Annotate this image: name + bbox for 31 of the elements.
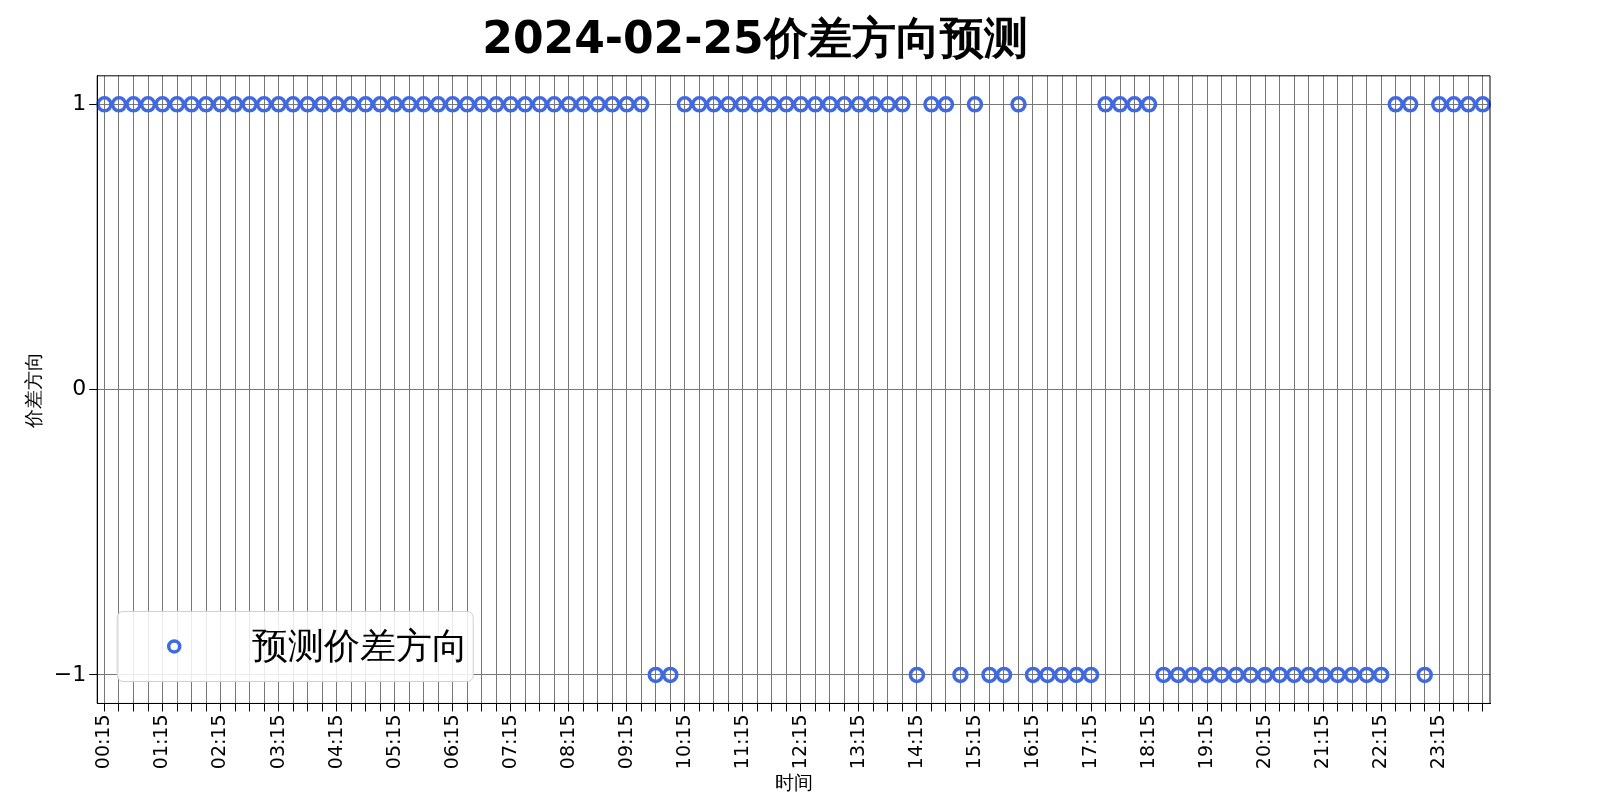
x-tick-label: 01:15 bbox=[149, 714, 172, 770]
x-tick-label: 18:15 bbox=[1136, 714, 1158, 770]
x-tick-label: 00:15 bbox=[91, 714, 114, 770]
x-tick-label: 04:15 bbox=[323, 714, 346, 770]
x-tick-label: 06:15 bbox=[439, 714, 462, 770]
y-axis-title: 价差方向 bbox=[22, 351, 45, 429]
x-tick-label: 08:15 bbox=[555, 714, 578, 770]
x-tick-label: 09:15 bbox=[613, 714, 636, 770]
x-tick-label: 12:15 bbox=[787, 714, 810, 770]
x-tick-label: 19:15 bbox=[1194, 714, 1217, 770]
x-tick-label: 23:15 bbox=[1426, 714, 1449, 770]
x-axis-title: 时间 bbox=[774, 770, 813, 793]
y-tick-label: 0 bbox=[72, 375, 87, 401]
x-tick-label: 10:15 bbox=[671, 714, 694, 770]
x-tick-label: 15:15 bbox=[961, 714, 984, 770]
x-tick-label: 13:15 bbox=[845, 714, 868, 770]
x-tick-label: 05:15 bbox=[381, 714, 404, 770]
legend-label: 预测价差方向 bbox=[252, 624, 469, 666]
y-tick-label: −1 bbox=[53, 660, 87, 686]
x-tick-label: 20:15 bbox=[1252, 714, 1275, 770]
chart-title: 2024-02-25价差方向预测 bbox=[482, 11, 1028, 63]
x-tick-label: 16:15 bbox=[1019, 714, 1042, 770]
x-tick-label: 17:15 bbox=[1077, 714, 1100, 770]
x-tick-label: 14:15 bbox=[903, 714, 926, 770]
x-tick-label: 02:15 bbox=[207, 714, 230, 770]
x-tick-label: 03:15 bbox=[265, 714, 288, 770]
x-tick-label: 22:15 bbox=[1368, 714, 1391, 770]
x-tick-label: 07:15 bbox=[497, 714, 520, 770]
y-tick-label: 1 bbox=[72, 90, 87, 116]
x-tick-label: 21:15 bbox=[1310, 714, 1333, 770]
x-tick-label: 11:15 bbox=[729, 714, 752, 770]
